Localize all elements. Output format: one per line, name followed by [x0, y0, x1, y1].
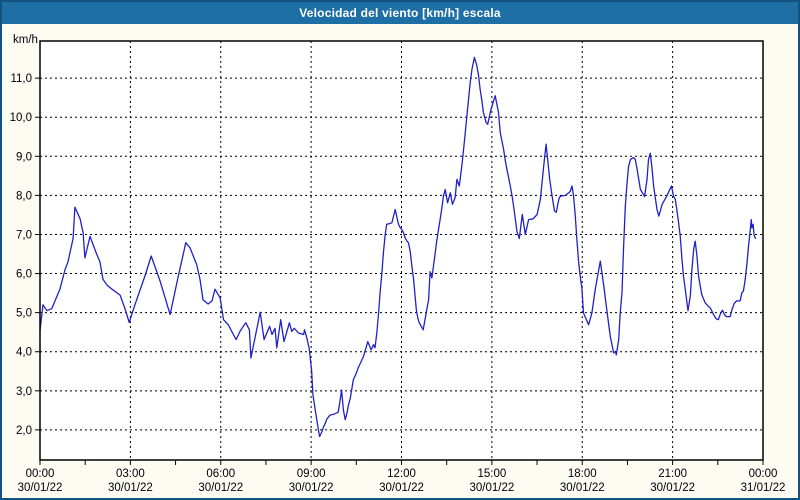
x-tick-date-label: 30/01/22 [650, 482, 695, 494]
x-tick-date-label: 30/01/22 [198, 482, 243, 494]
x-tick-date-label: 30/01/22 [469, 482, 514, 494]
x-tick-time-label: 12:00 [387, 468, 416, 480]
x-tick-date-label: 30/01/22 [379, 482, 424, 494]
y-tick-label: 10,0 [10, 112, 32, 124]
y-tick-label: 7,0 [16, 229, 32, 241]
x-tick-date-label: 30/01/22 [560, 482, 605, 494]
wind-speed-line [39, 56, 757, 438]
x-tick-time-label: 21:00 [658, 468, 687, 480]
x-tick-date-label: 30/01/22 [18, 482, 63, 494]
x-tick-time-label: 00:00 [26, 468, 55, 480]
x-tick-time-label: 15:00 [477, 468, 506, 480]
x-tick-time-label: 03:00 [116, 468, 145, 480]
y-tick-label: 6,0 [16, 269, 32, 281]
y-tick-label: 2,0 [16, 425, 32, 437]
y-tick-label: 9,0 [16, 151, 32, 163]
x-tick-time-label: 00:00 [749, 468, 778, 480]
plot-border [39, 40, 764, 461]
chart-title-bar: Velocidad del viento [km/h] escala [2, 2, 798, 24]
y-axis-unit-label: km/h [13, 34, 38, 46]
x-tick-time-label: 18:00 [568, 468, 597, 480]
y-tick-label: 5,0 [16, 308, 32, 320]
wind-speed-chart: km/h 2,0 3,0 4,0 5,0 6,0 7,0 8,0 9,0 10,0 11,0 00:… [2, 24, 798, 498]
x-tick-time-label: 09:00 [297, 468, 326, 480]
plot-canvas: 2,0 3,0 4,0 5,0 6,0 7,0 8,0 9,0 10,0 11,0 00:00 30/… [10, 40, 786, 494]
x-tick-date-label: 30/01/22 [108, 482, 153, 494]
x-tick-date-label: 31/01/22 [741, 482, 786, 494]
y-tick-label: 8,0 [16, 190, 32, 202]
plot-area [40, 41, 763, 460]
x-tick-date-label: 30/01/22 [289, 482, 334, 494]
x-tick-time-label: 06:00 [206, 468, 235, 480]
y-tick-label: 3,0 [16, 386, 32, 398]
y-tick-label: 4,0 [16, 347, 32, 359]
y-tick-label: 11,0 [10, 73, 32, 85]
